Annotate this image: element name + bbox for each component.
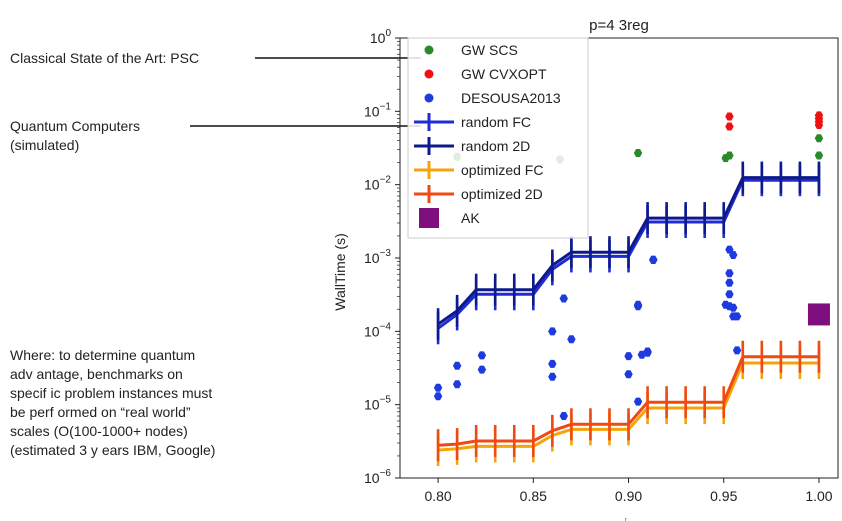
legend-label: random FC	[461, 114, 531, 130]
y-tick-label: 10−4	[364, 321, 391, 339]
data-point	[633, 397, 643, 406]
x-tick-label: 0.95	[710, 488, 737, 504]
data-point	[624, 352, 633, 361]
x-tick-label: 0.80	[424, 488, 451, 504]
data-point	[814, 151, 824, 160]
y-tick-label: 10−2	[364, 175, 391, 193]
legend-label: GW CVXOPT	[461, 66, 547, 82]
legend: GW SCS GW CVXOPT DESOUSA2013 random FC rando…	[407, 37, 589, 239]
psc-annotation: Classical State of the Art: PSC	[10, 50, 200, 66]
quantum-annotation-line1: Quantum Computers	[10, 118, 140, 134]
scatter-series	[433, 245, 742, 421]
legend-label: random 2D	[461, 138, 530, 154]
legend-marker	[424, 93, 434, 103]
line-series	[436, 161, 821, 341]
data-point	[433, 383, 443, 392]
plot-area: 0.80 0.85 0.90 0.95 1.00 10−6 10−5 10−4 10−3 10−2…	[364, 28, 839, 504]
data-point	[548, 327, 557, 336]
legend-marker	[424, 69, 434, 79]
data-point	[729, 303, 738, 312]
legend-label: GW SCS	[461, 42, 518, 58]
y-tick-label: 10−1	[364, 101, 391, 119]
legend-label: optimized FC	[461, 162, 543, 178]
note-line: specif ic problem instances must	[10, 385, 213, 401]
x-tick-label: 0.85	[520, 488, 547, 504]
data-point	[477, 365, 487, 374]
data-point	[452, 380, 462, 389]
data-point	[725, 151, 734, 160]
data-point	[814, 134, 824, 143]
y-tick-label: 100	[370, 28, 392, 46]
data-point	[633, 302, 643, 311]
y-tick-label: 10−6	[364, 468, 391, 486]
y-tick-label: 10−3	[364, 248, 391, 266]
chart-title: p=4 3reg	[589, 17, 649, 34]
data-point	[548, 359, 557, 368]
y-axis-label: WallTime (s)	[332, 233, 348, 311]
data-point	[649, 255, 658, 264]
legend-marker	[424, 45, 434, 55]
data-point	[633, 149, 643, 158]
data-point	[624, 370, 633, 379]
data-point	[725, 112, 734, 121]
legend-label: optimized 2D	[461, 186, 543, 202]
note-line: (estimated 3 y ears IBM, Google)	[10, 442, 216, 458]
data-point	[477, 351, 487, 360]
x-tick-label: 0.90	[615, 488, 642, 504]
x-axis-label: r	[625, 517, 627, 521]
note-line: adv antage, benchmarks on	[10, 366, 183, 382]
data-point	[643, 347, 652, 356]
data-point	[559, 412, 568, 421]
line-series	[436, 340, 821, 462]
note-line: be perf ormed on “real world”	[10, 404, 191, 420]
data-point	[567, 335, 576, 344]
legend-box	[407, 37, 589, 239]
data-point	[732, 312, 742, 321]
advantage-note: Where: to determine quantum adv antage, …	[10, 346, 215, 460]
note-line: Where: to determine quantum	[10, 347, 196, 363]
scatter-series	[725, 111, 824, 131]
data-point	[807, 303, 830, 326]
legend-label: DESOUSA2013	[461, 90, 561, 106]
quantum-annotation-line2: (simulated)	[10, 137, 80, 153]
line-series-group	[436, 161, 821, 467]
data-point	[814, 121, 824, 130]
data-point	[725, 269, 734, 278]
data-point	[725, 278, 734, 287]
data-point	[729, 250, 738, 259]
legend-label: AK	[461, 210, 480, 226]
data-point	[452, 361, 462, 370]
x-tick-label: 1.00	[805, 488, 832, 504]
note-line: scales (O(100-1000+ nodes)	[10, 423, 188, 439]
scatter-series	[807, 303, 830, 326]
legend-marker	[419, 208, 439, 228]
data-point	[559, 294, 568, 303]
data-point	[725, 122, 734, 131]
data-point	[433, 392, 443, 401]
data-point	[725, 290, 734, 299]
data-point	[732, 346, 742, 355]
y-tick-label: 10−5	[364, 395, 391, 413]
data-point	[548, 372, 557, 381]
